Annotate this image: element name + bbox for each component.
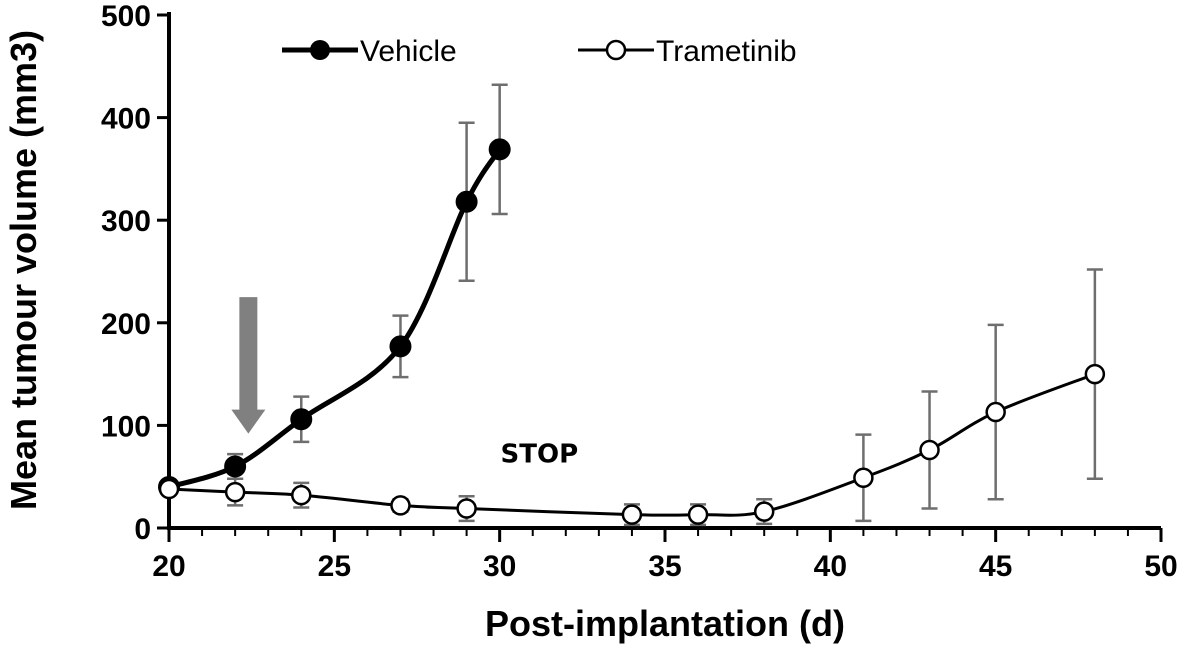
series-line-vehicle: [168, 148, 502, 490]
x-tick-label: 45: [979, 550, 1012, 583]
data-point-vehicle: [224, 455, 247, 478]
stop-annotation: STOP: [501, 439, 579, 469]
data-point-vehicle: [455, 190, 478, 213]
data-point-trametinib: [853, 467, 874, 488]
legend-marker-trametinib: [605, 39, 627, 61]
data-point-trametinib: [456, 498, 477, 519]
data-point-trametinib: [1084, 363, 1106, 385]
x-tick-label: 35: [648, 550, 681, 583]
plot-area: [158, 83, 1106, 527]
data-point-trametinib: [919, 439, 940, 461]
data-point-trametinib: [224, 481, 246, 503]
data-point-trametinib: [158, 478, 180, 500]
x-tick-label: 30: [483, 550, 516, 583]
x-axis-title: Post-implantation (d): [485, 603, 845, 644]
data-point-trametinib: [985, 401, 1006, 423]
x-tick-label: 25: [318, 550, 351, 583]
legend: Vehicle Trametinib: [282, 35, 797, 68]
data-point-trametinib: [390, 495, 411, 516]
legend-label-trametinib: Trametinib: [656, 35, 797, 68]
data-point-vehicle: [389, 335, 412, 358]
y-axis-title: Mean tumour volume (mm3): [3, 30, 44, 510]
legend-label-vehicle: Vehicle: [360, 35, 457, 68]
x-tick-label: 20: [152, 550, 185, 583]
y-tick-label: 0: [134, 513, 151, 546]
x-tick-label: 40: [814, 550, 847, 583]
y-tick-label: 200: [101, 308, 151, 341]
y-tick-label: 300: [101, 205, 151, 238]
data-point-trametinib: [291, 484, 312, 506]
data-point-trametinib: [687, 504, 709, 525]
y-tick-label: 500: [101, 0, 151, 33]
annotations: STOP: [231, 297, 578, 469]
y-tick-label: 100: [101, 410, 151, 443]
y-tick-label: 400: [101, 103, 151, 136]
x-tick-label: 50: [1144, 550, 1177, 583]
data-point-vehicle: [290, 408, 313, 431]
legend-marker-vehicle: [310, 40, 330, 60]
series-trametinib: [158, 268, 1106, 527]
down-arrow-icon: [231, 297, 266, 434]
series-vehicle: [158, 83, 511, 498]
data-point-trametinib: [621, 504, 643, 525]
data-point-vehicle: [488, 138, 511, 161]
data-point-trametinib: [753, 501, 775, 522]
